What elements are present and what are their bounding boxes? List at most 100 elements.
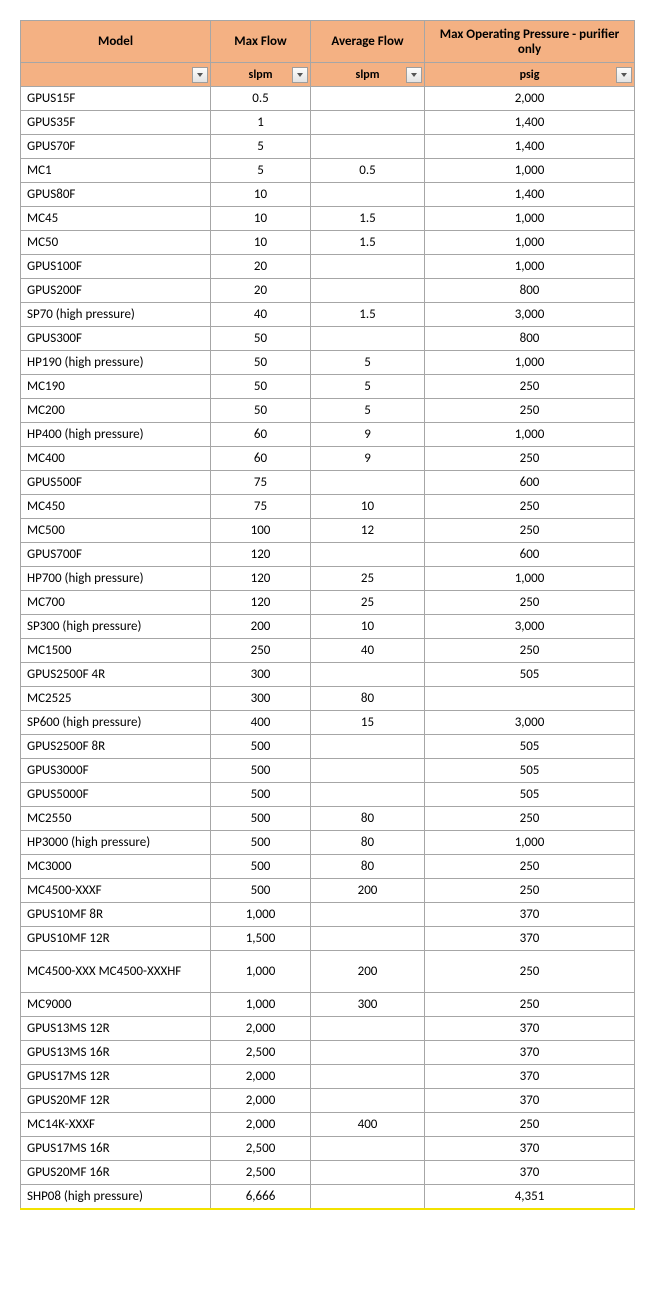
cell-avgflow: 9	[311, 447, 425, 471]
cell-pressure: 1,000	[425, 207, 635, 231]
filter-dropdown-icon[interactable]	[192, 67, 208, 83]
table-row: MC300050080250	[21, 855, 635, 879]
units-row: slpm slpm psig	[21, 63, 635, 87]
table-row: GPUS700F120600	[21, 543, 635, 567]
cell-model: GPUS20MF 16R	[21, 1161, 211, 1185]
cell-model: GPUS100F	[21, 255, 211, 279]
table-row: SP600 (high pressure)400153,000	[21, 711, 635, 735]
cell-avgflow: 5	[311, 351, 425, 375]
cell-maxflow: 50	[211, 375, 311, 399]
cell-maxflow: 100	[211, 519, 311, 543]
cell-pressure: 1,000	[425, 831, 635, 855]
cell-maxflow: 1	[211, 111, 311, 135]
cell-avgflow	[311, 1041, 425, 1065]
cell-maxflow: 0.5	[211, 87, 311, 111]
cell-pressure: 1,000	[425, 567, 635, 591]
cell-maxflow: 20	[211, 255, 311, 279]
cell-model: GPUS15F	[21, 87, 211, 111]
cell-maxflow: 2,500	[211, 1041, 311, 1065]
cell-maxflow: 1,000	[211, 993, 311, 1017]
table-row: GPUS17MS 16R2,500370	[21, 1137, 635, 1161]
cell-model: MC50	[21, 231, 211, 255]
cell-pressure: 1,400	[425, 111, 635, 135]
filter-dropdown-icon[interactable]	[292, 67, 308, 83]
cell-pressure: 1,000	[425, 255, 635, 279]
table-row: GPUS17MS 12R2,000370	[21, 1065, 635, 1089]
cell-model: GPUS35F	[21, 111, 211, 135]
cell-maxflow: 500	[211, 735, 311, 759]
unit-pressure: psig	[425, 63, 635, 87]
cell-avgflow: 5	[311, 399, 425, 423]
table-row: MC50101.51,000	[21, 231, 635, 255]
table-row: GPUS35F1 1,400	[21, 111, 635, 135]
cell-maxflow: 500	[211, 855, 311, 879]
cell-avgflow: 5	[311, 375, 425, 399]
table-row: GPUS10MF 12R1,500370	[21, 927, 635, 951]
table-row: GPUS80F101,400	[21, 183, 635, 207]
cell-avgflow: 80	[311, 807, 425, 831]
cell-avgflow	[311, 783, 425, 807]
cell-pressure: 370	[425, 1161, 635, 1185]
cell-pressure: 3,000	[425, 615, 635, 639]
table-row: GPUS5000F500505	[21, 783, 635, 807]
cell-model: GPUS80F	[21, 183, 211, 207]
unit-avgflow: slpm	[311, 63, 425, 87]
cell-avgflow: 1.5	[311, 207, 425, 231]
cell-pressure: 4,351	[425, 1185, 635, 1209]
cell-model: MC4500-XXX MC4500-XXXHF	[21, 951, 211, 993]
cell-model: GPUS13MS 16R	[21, 1041, 211, 1065]
cell-model: SP300 (high pressure)	[21, 615, 211, 639]
cell-avgflow: 9	[311, 423, 425, 447]
cell-pressure: 250	[425, 807, 635, 831]
table-row: MC70012025250	[21, 591, 635, 615]
cell-maxflow: 500	[211, 807, 311, 831]
cell-pressure: 1,400	[425, 135, 635, 159]
table-row: GPUS15F0.52,000	[21, 87, 635, 111]
cell-pressure: 800	[425, 327, 635, 351]
cell-avgflow	[311, 183, 425, 207]
cell-maxflow: 50	[211, 399, 311, 423]
cell-model: GPUS2500F 8R	[21, 735, 211, 759]
cell-pressure: 250	[425, 993, 635, 1017]
cell-maxflow: 300	[211, 663, 311, 687]
cell-model: MC190	[21, 375, 211, 399]
cell-maxflow: 1,000	[211, 951, 311, 993]
cell-avgflow	[311, 1185, 425, 1209]
cell-maxflow: 400	[211, 711, 311, 735]
table-row: MC190505250	[21, 375, 635, 399]
cell-maxflow: 60	[211, 423, 311, 447]
cell-model: MC14K-XXXF	[21, 1113, 211, 1137]
cell-maxflow: 10	[211, 231, 311, 255]
table-row: MC4507510250	[21, 495, 635, 519]
cell-avgflow: 10	[311, 615, 425, 639]
cell-avgflow: 1.5	[311, 303, 425, 327]
table-row: MC4500-XXXF500200250	[21, 879, 635, 903]
cell-pressure: 250	[425, 447, 635, 471]
cell-avgflow: 300	[311, 993, 425, 1017]
cell-pressure: 250	[425, 639, 635, 663]
table-row: HP3000 (high pressure)500801,000	[21, 831, 635, 855]
cell-maxflow: 10	[211, 183, 311, 207]
cell-avgflow	[311, 471, 425, 495]
filter-dropdown-icon[interactable]	[616, 67, 632, 83]
cell-avgflow: 40	[311, 639, 425, 663]
cell-pressure: 250	[425, 855, 635, 879]
cell-maxflow: 5	[211, 135, 311, 159]
cell-model: MC1	[21, 159, 211, 183]
cell-pressure: 600	[425, 471, 635, 495]
cell-avgflow	[311, 735, 425, 759]
cell-maxflow: 40	[211, 303, 311, 327]
cell-maxflow: 300	[211, 687, 311, 711]
table-row: GPUS13MS 12R2,000370	[21, 1017, 635, 1041]
cell-maxflow: 500	[211, 759, 311, 783]
table-row: MC150.51,000	[21, 159, 635, 183]
cell-avgflow	[311, 1017, 425, 1041]
cell-pressure: 370	[425, 1137, 635, 1161]
unit-model	[21, 63, 211, 87]
cell-model: MC2550	[21, 807, 211, 831]
table-row: GPUS500F75600	[21, 471, 635, 495]
table-row: MC90001,000300250	[21, 993, 635, 1017]
filter-dropdown-icon[interactable]	[406, 67, 422, 83]
cell-pressure: 370	[425, 1017, 635, 1041]
table-body: GPUS15F0.52,000GPUS35F11,400GPUS70F51,40…	[21, 87, 635, 1209]
